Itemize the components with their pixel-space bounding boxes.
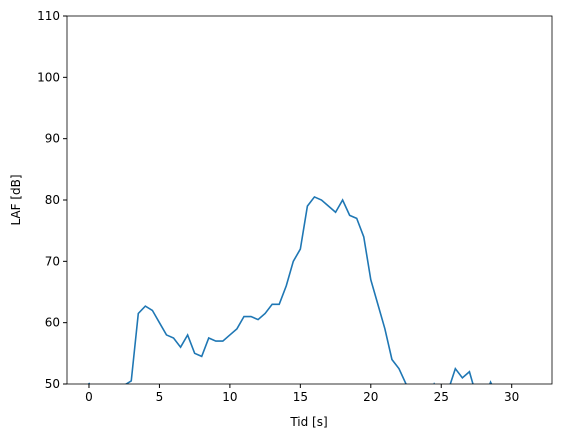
y-tick-label: 60: [45, 316, 60, 330]
x-tick-label: 5: [156, 390, 164, 404]
y-tick-label: 90: [45, 132, 60, 146]
x-tick-label: 15: [293, 390, 308, 404]
y-tick-label: 70: [45, 254, 60, 268]
x-tick-label: 30: [504, 390, 519, 404]
y-axis-label: LAF [dB]: [9, 174, 23, 225]
data-line: [88, 195, 493, 384]
x-tick-label: 25: [434, 390, 449, 404]
x-tick-label: 0: [85, 390, 93, 404]
x-tick-label: 10: [222, 390, 237, 404]
y-tick-label: 50: [45, 377, 60, 391]
x-axis-label: Tid [s]: [289, 415, 327, 429]
y-tick-label: 100: [37, 70, 60, 84]
y-tick-label: 80: [45, 193, 60, 207]
x-tick-label: 20: [363, 390, 378, 404]
y-tick-label: 110: [37, 9, 60, 23]
plot-frame: [66, 15, 553, 385]
